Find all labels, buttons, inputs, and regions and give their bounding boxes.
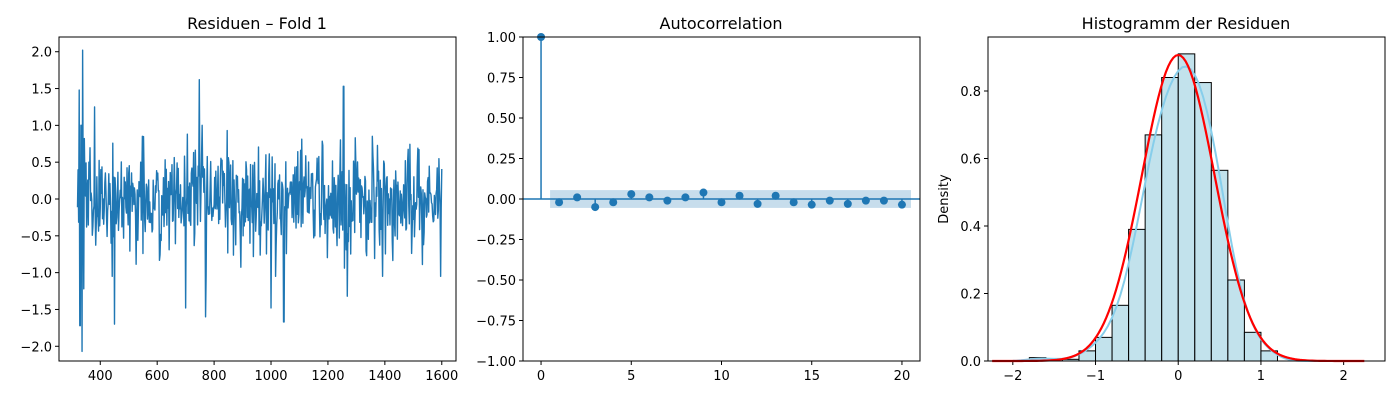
y-tick-label: 2.0 (31, 46, 52, 61)
x-tick-label: 0 (537, 369, 545, 384)
axes-frame (987, 36, 1386, 362)
plot-area: −2 −1 0 1 2 0.0 0.2 0.4 0.6 0.8 (960, 53, 1365, 384)
x-tick-label: −2 (1003, 369, 1022, 384)
acf-point (897, 200, 906, 209)
acf-point (627, 190, 636, 199)
y-tick-label: 1.5 (31, 83, 52, 98)
acf-point (825, 196, 834, 205)
acf-point (753, 199, 762, 208)
y-tick-label: 0.50 (487, 112, 516, 127)
x-tick-label: 1600 (425, 369, 458, 384)
y-tick-label: −0.25 (476, 234, 516, 249)
acf-point (735, 191, 744, 200)
acf-point (591, 203, 600, 212)
plot-area: 0 5 10 15 20 −1.00 −0.75 −0.50 −0.25 0.00 0.25 0.50… (476, 31, 920, 384)
plot-area: 400 600 800 1000 1200 1400 1600 −2.0 −1.5 −1.0 −0.… (20, 46, 458, 384)
y-tick-label: −1.0 (20, 267, 52, 282)
x-tick-label: 20 (894, 369, 911, 384)
axes-frame (522, 36, 921, 362)
acf-point (861, 196, 870, 205)
chart-title: Autocorrelation (660, 14, 783, 33)
y-tick-label: 0.2 (960, 288, 981, 303)
axes-frame (58, 36, 457, 362)
x-tick-label: 600 (145, 369, 170, 384)
y-tick-label: 0.00 (487, 193, 516, 208)
y-axis-label: Density (937, 174, 952, 224)
y-tick-label: −0.50 (476, 274, 516, 289)
acf-point (843, 199, 852, 208)
residual-histogram-chart: Histogramm der Residuen Density −2 −1 0 1 2 0… (937, 14, 1386, 384)
x-tick-label: 15 (803, 369, 820, 384)
x-tick-label: 1200 (311, 369, 344, 384)
acf-point (573, 193, 582, 202)
y-tick-label: 0.0 (31, 193, 52, 208)
y-tick-label: 0.4 (960, 220, 981, 235)
acf-point (663, 196, 672, 205)
y-tick-label: 1.00 (487, 31, 516, 46)
y-tick-label: −2.0 (20, 340, 52, 355)
x-tick-label: 400 (88, 369, 113, 384)
acf-point (609, 198, 618, 207)
chart-title: Residuen – Fold 1 (187, 14, 327, 33)
x-tick-label: 0 (1174, 369, 1182, 384)
acf-point (681, 193, 690, 202)
y-tick-label: 1.0 (31, 119, 52, 134)
acf-point (555, 198, 564, 207)
y-tick-label: 0.5 (31, 156, 52, 171)
histogram-bar (1177, 53, 1196, 362)
residuals-line-chart: Residuen – Fold 1 400 600 800 1000 1200 1400 1… (20, 14, 458, 384)
x-tick-label: 1000 (254, 369, 287, 384)
x-tick-label: 2 (1340, 369, 1348, 384)
y-tick-label: 0.6 (960, 153, 981, 168)
x-tick-label: 10 (713, 369, 730, 384)
y-tick-label: 0.8 (960, 85, 981, 100)
acf-point (879, 196, 888, 205)
x-tick-label: 1 (1257, 369, 1265, 384)
y-tick-label: 0.75 (487, 72, 516, 87)
x-tick-label: 1400 (368, 369, 401, 384)
acf-point (645, 193, 654, 202)
x-tick-label: 5 (627, 369, 635, 384)
autocorrelation-chart: Autocorrelation 0 5 10 15 20 −1.00 −0.75 −0.50 −… (476, 14, 921, 384)
y-tick-label: −0.5 (20, 230, 52, 245)
residual-series-line (76, 49, 443, 353)
normal-fit-curve (992, 53, 1365, 363)
histogram-bar (1161, 77, 1179, 362)
y-tick-label: 0.25 (487, 153, 516, 168)
y-tick-label: −0.75 (476, 315, 516, 330)
y-tick-label: 0.0 (960, 355, 981, 370)
acf-point (717, 198, 726, 207)
y-tick-label: −1.5 (20, 303, 52, 318)
chart-title: Histogramm der Residuen (1082, 14, 1291, 33)
acf-point (807, 200, 816, 209)
acf-point (771, 191, 780, 200)
y-tick-label: −1.00 (476, 355, 516, 370)
x-tick-label: −1 (1086, 369, 1105, 384)
acf-point (789, 198, 798, 207)
acf-point (699, 188, 708, 197)
x-tick-label: 800 (202, 369, 227, 384)
